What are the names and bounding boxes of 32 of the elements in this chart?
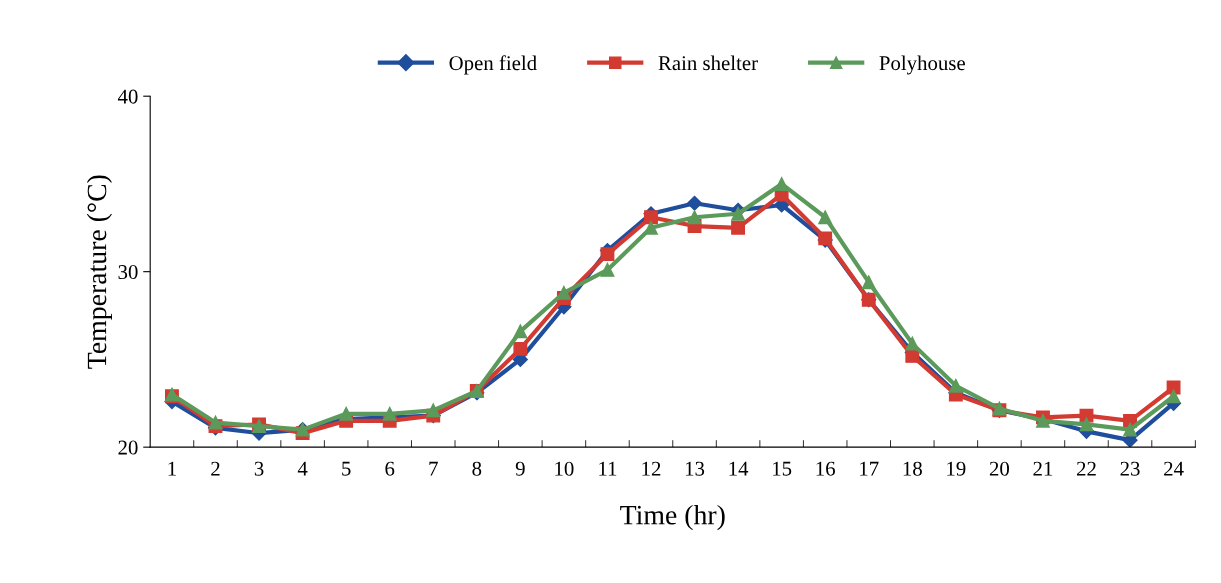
x-tick-label: 5 (342, 461, 351, 476)
x-tick-label: 6 (385, 461, 395, 476)
x-tick-label: 13 (685, 461, 705, 476)
legend-label: Polyhouse (879, 55, 965, 75)
x-tick-label: 10 (555, 461, 574, 476)
x-tick-label: 21 (1033, 461, 1053, 476)
x-tick-label: 3 (254, 461, 264, 476)
x-tick-label: 15 (773, 461, 792, 476)
y-tick-label: 40 (117, 89, 138, 104)
x-tick-label: 24 (1164, 461, 1184, 476)
x-tick-label: 20 (989, 461, 1010, 476)
x-tick-label: 14 (729, 461, 749, 476)
legend-label: Rain shelter (658, 55, 758, 71)
legend-label: Open field (449, 55, 537, 75)
x-tick-label: 8 (472, 461, 482, 476)
x-tick-label: 23 (1120, 461, 1140, 476)
y-tick-label: 20 (118, 440, 138, 455)
x-tick-label: 2 (211, 461, 220, 476)
x-tick-label: 18 (903, 461, 922, 476)
y-tick-label: 30 (118, 265, 138, 280)
x-tick-label: 22 (1076, 461, 1096, 476)
x-axis-title: Time (hr) (620, 504, 725, 531)
x-tick-label: 4 (297, 461, 308, 476)
x-tick-label: 7 (429, 461, 438, 476)
x-tick-label: 16 (816, 461, 835, 476)
x-tick-label: 11 (599, 461, 617, 476)
x-tick-label: 19 (947, 461, 966, 476)
y-axis-title: Temperature (°C) (86, 175, 112, 369)
x-tick-label: 12 (642, 461, 661, 476)
x-tick-label: 1 (168, 461, 176, 476)
x-tick-label: 17 (860, 461, 879, 476)
x-tick-label: 9 (515, 461, 525, 476)
